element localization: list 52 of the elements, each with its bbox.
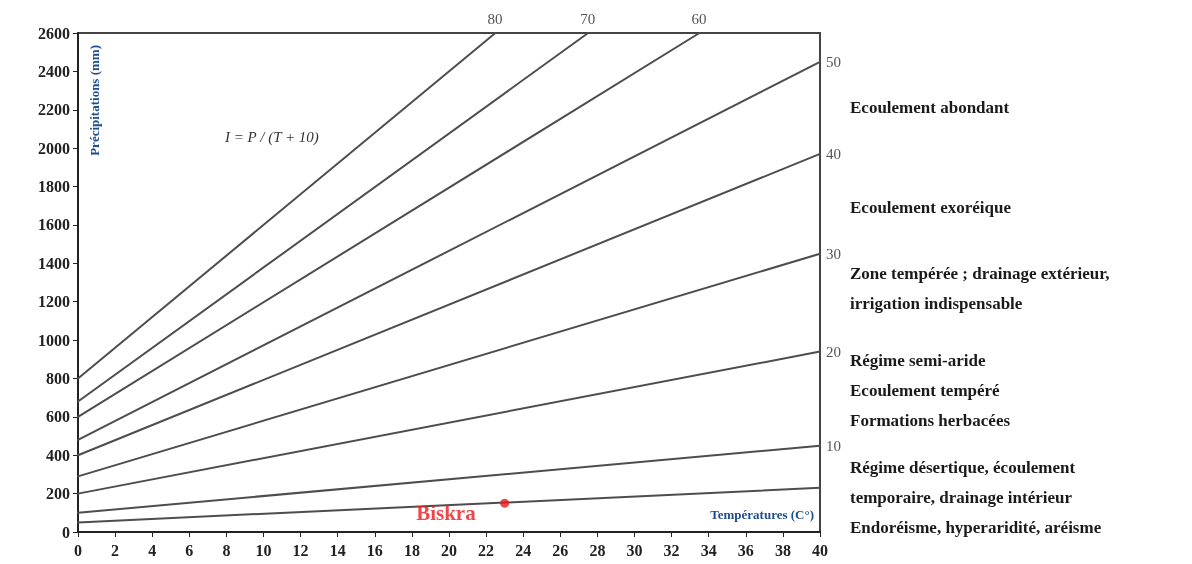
x-tick-label: 34: [700, 541, 717, 559]
y-tick-label: 600: [46, 408, 70, 426]
y-tick-label: 2000: [38, 139, 70, 157]
x-tick-label: 10: [255, 541, 272, 559]
y-tick-label: 1400: [38, 254, 70, 272]
y-tick-label: 2200: [38, 101, 70, 119]
y-tick-label: 1000: [38, 331, 70, 349]
series-label: 70: [580, 11, 596, 27]
text: Ecoulement exoréique: [850, 197, 1012, 217]
x-tick-label: 30: [626, 541, 643, 559]
x-axis-title: Températures (C°): [710, 507, 814, 522]
x-tick-label: 20: [441, 541, 457, 559]
text: Régime désertique, écoulement temporaire, drainage intérieur Endoréisme, hyperaridité, aréisme: [850, 457, 1102, 537]
y-tick-label: 800: [46, 369, 70, 387]
x-tick-label: 0: [74, 541, 82, 559]
series-label: 20: [826, 343, 841, 360]
x-tick-label: 6: [185, 541, 194, 559]
series-label: 10: [826, 437, 841, 454]
y-axis-title: Précipitations (mm): [87, 44, 102, 156]
series-label: 50: [826, 53, 841, 70]
x-tick-label: 22: [478, 541, 495, 559]
series-label: 30: [826, 245, 841, 262]
x-tick-label: 8: [222, 541, 231, 559]
y-tick-label: 1600: [38, 216, 70, 234]
series-label: 80: [487, 11, 503, 27]
text: Régime semi-aride Ecoulement tempéré Formations herbacées: [850, 350, 1011, 430]
series-label: Biskra: [416, 501, 477, 526]
y-tick-label: 2600: [38, 24, 70, 42]
series-label: 40: [826, 145, 841, 162]
x-tick-label: 12: [292, 541, 309, 559]
y-tick-label: 400: [46, 446, 70, 464]
x-tick-label: 4: [148, 541, 157, 559]
x-tick-label: 18: [403, 541, 420, 559]
x-tick-label: 36: [737, 541, 754, 559]
x-tick-label: 28: [589, 541, 606, 559]
x-tick-label: 16: [366, 541, 383, 559]
series-label: 60: [691, 11, 707, 27]
x-tick-label: 26: [552, 541, 569, 559]
x-tick-label: 2: [111, 541, 120, 559]
text: Ecoulement abondant: [850, 97, 1010, 117]
y-tick-label: 200: [46, 485, 70, 503]
x-tick-label: 14: [329, 541, 346, 559]
x-tick-label: 32: [663, 541, 680, 559]
text: Zone tempérée ; drainage extérieur, irrigation indispensable: [850, 263, 1110, 313]
annotation: I = P / (T + 10): [224, 129, 319, 146]
x-tick-label: 24: [515, 541, 532, 559]
x-tick-label: 40: [812, 541, 828, 559]
y-tick-label: 1200: [38, 293, 70, 311]
y-tick-label: 1800: [38, 178, 70, 196]
y-tick-label: 2400: [38, 62, 70, 80]
y-tick-label: 0: [62, 523, 70, 541]
x-tick-label: 38: [774, 541, 791, 559]
